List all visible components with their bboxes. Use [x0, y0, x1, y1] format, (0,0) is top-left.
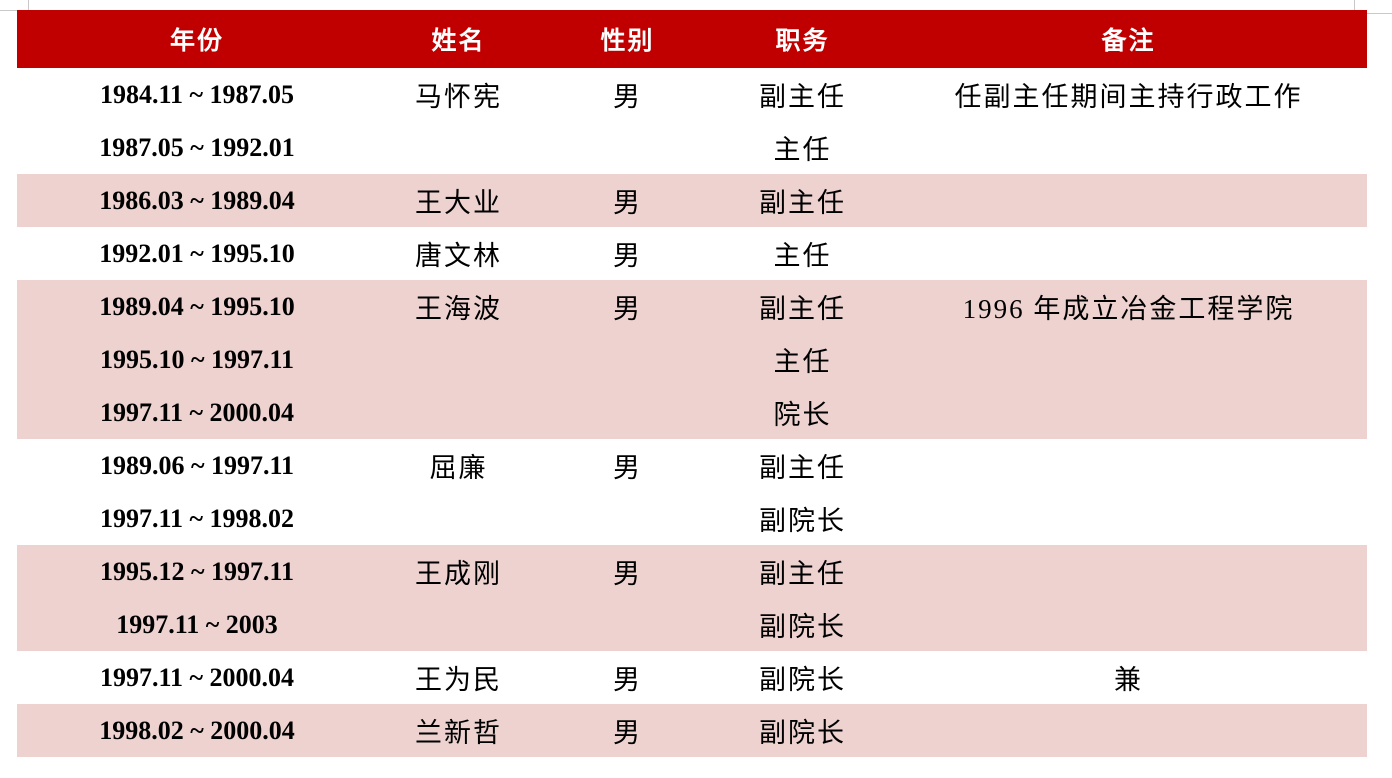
- table-row: 1989.04 ~ 1995.10 王海波 男 副主任 1996 年成立冶金工程…: [17, 280, 1367, 439]
- cell-years: 1997.11 ~ 1998.02: [99, 503, 295, 533]
- table-row-line: 1995.10 ~ 1997.11 主任: [17, 333, 1367, 386]
- cell-gender: 男: [613, 453, 642, 483]
- table-row: 1997.11 ~ 2000.04 王为民 男 副院长 兼: [17, 651, 1367, 704]
- column-header-name: 姓名: [431, 27, 486, 55]
- leaders-table: 年份 姓名 性别 职务 备注 1984.11 ~ 1987.05 马怀宪 男 副…: [17, 10, 1367, 757]
- cell-years: 1997.11 ~ 2003: [116, 609, 278, 639]
- cell-name: 王成刚: [415, 559, 502, 589]
- table-row: 1986.03 ~ 1989.04 王大业 男 副主任: [17, 174, 1367, 227]
- cell-position: 副主任: [759, 82, 846, 112]
- grid-corner-mark-right-vertical: [1354, 0, 1355, 13]
- table-body: 1984.11 ~ 1987.05 马怀宪 男 副主任 任副主任期间主持行政工作…: [17, 68, 1367, 757]
- grid-corner-mark-left-vertical: [28, 0, 29, 10]
- table-row: 1992.01 ~ 1995.10 唐文林 男 主任: [17, 227, 1367, 280]
- table-row: 1995.12 ~ 1997.11 王成刚 男 副主任 1997.11 ~ 20…: [17, 545, 1367, 651]
- table-row-line: 1997.11 ~ 2003 副院长: [17, 598, 1367, 651]
- cell-years: 1995.12 ~ 1997.11: [99, 556, 295, 586]
- table-row-line: 1986.03 ~ 1989.04 王大业 男 副主任: [17, 174, 1367, 227]
- cell-position: 副主任: [759, 453, 846, 483]
- cell-name: 王大业: [415, 188, 502, 218]
- table-row-line: 1997.11 ~ 1998.02 副院长: [17, 492, 1367, 545]
- cell-years: 1986.03 ~ 1989.04: [99, 185, 295, 215]
- table-row-line: 1995.12 ~ 1997.11 王成刚 男 副主任: [17, 545, 1367, 598]
- cell-name: 兰新哲: [415, 718, 502, 748]
- table-row-line: 1984.11 ~ 1987.05 马怀宪 男 副主任 任副主任期间主持行政工作: [17, 68, 1367, 121]
- cell-name: 唐文林: [415, 241, 502, 271]
- cell-years: 1995.10 ~ 1997.11: [99, 344, 295, 374]
- table-header-row: 年份 姓名 性别 职务 备注: [17, 10, 1367, 68]
- cell-position: 主任: [773, 347, 832, 377]
- grid-corner-mark-left-horizontal: [0, 10, 18, 11]
- cell-position: 副主任: [759, 188, 846, 218]
- table-row-line: 1989.06 ~ 1997.11 屈廉 男 副主任: [17, 439, 1367, 492]
- cell-name: 屈廉: [429, 453, 488, 483]
- cell-name: 马怀宪: [415, 82, 502, 112]
- grid-corner-mark-right-horizontal: [1367, 13, 1392, 14]
- cell-years: 1989.04 ~ 1995.10: [99, 291, 295, 321]
- cell-gender: 男: [613, 665, 642, 695]
- cell-years: 1998.02 ~ 2000.04: [99, 715, 295, 745]
- cell-note: 1996 年成立冶金工程学院: [962, 294, 1295, 324]
- table-row: 1984.11 ~ 1987.05 马怀宪 男 副主任 任副主任期间主持行政工作…: [17, 68, 1367, 174]
- cell-position: 副院长: [759, 665, 846, 695]
- table-row-line: 1998.02 ~ 2000.04 兰新哲 男 副院长: [17, 704, 1367, 757]
- cell-name: 王为民: [415, 665, 502, 695]
- cell-gender: 男: [613, 82, 642, 112]
- cell-position: 院长: [773, 400, 832, 430]
- cell-position: 副主任: [759, 559, 846, 589]
- cell-position: 副院长: [759, 612, 846, 642]
- cell-position: 副主任: [759, 294, 846, 324]
- cell-gender: 男: [613, 241, 642, 271]
- table-row-line: 1987.05 ~ 1992.01 主任: [17, 121, 1367, 174]
- cell-years: 1984.11 ~ 1987.05: [99, 79, 295, 109]
- cell-years: 1989.06 ~ 1997.11: [99, 450, 295, 480]
- column-header-years: 年份: [169, 27, 224, 55]
- cell-position: 主任: [773, 135, 832, 165]
- cell-gender: 男: [613, 188, 642, 218]
- table-row-line: 1997.11 ~ 2000.04 院长: [17, 386, 1367, 439]
- cell-years: 1992.01 ~ 1995.10: [99, 238, 295, 268]
- cell-years: 1997.11 ~ 2000.04: [99, 662, 295, 692]
- table-row-line: 1992.01 ~ 1995.10 唐文林 男 主任: [17, 227, 1367, 280]
- column-header-gender: 性别: [600, 27, 655, 55]
- cell-gender: 男: [613, 718, 642, 748]
- cell-name: 王海波: [415, 294, 502, 324]
- cell-note: 兼: [1114, 665, 1143, 695]
- column-header-position: 职务: [775, 27, 830, 55]
- cell-gender: 男: [613, 294, 642, 324]
- cell-years: 1987.05 ~ 1992.01: [99, 132, 295, 162]
- cell-years: 1997.11 ~ 2000.04: [99, 397, 295, 427]
- table-row-line: 1997.11 ~ 2000.04 王为民 男 副院长 兼: [17, 651, 1367, 704]
- cell-gender: 男: [613, 559, 642, 589]
- table-row: 1998.02 ~ 2000.04 兰新哲 男 副院长: [17, 704, 1367, 757]
- column-header-note: 备注: [1101, 27, 1156, 55]
- table-row: 1989.06 ~ 1997.11 屈廉 男 副主任 1997.11 ~ 199…: [17, 439, 1367, 545]
- cell-position: 副院长: [759, 718, 846, 748]
- cell-position: 主任: [773, 241, 832, 271]
- table-row-line: 1989.04 ~ 1995.10 王海波 男 副主任 1996 年成立冶金工程…: [17, 280, 1367, 333]
- cell-note: 任副主任期间主持行政工作: [954, 82, 1303, 112]
- cell-position: 副院长: [759, 506, 846, 536]
